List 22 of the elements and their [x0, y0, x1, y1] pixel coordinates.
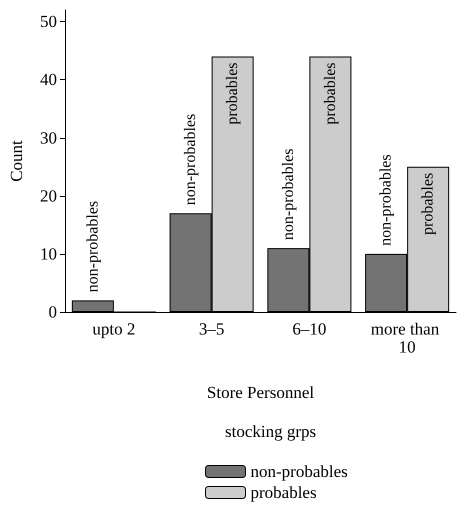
text: probables [322, 62, 339, 125]
y-tick-label: 50 [40, 12, 57, 32]
text: probables [420, 172, 437, 236]
x-tick-label: upto 2 [92, 320, 136, 338]
text: non-probables [378, 154, 395, 246]
text: non-probables [84, 200, 102, 292]
text: probables [224, 62, 242, 125]
y-tick-label: 10 [40, 244, 57, 264]
y-axis-title: Count [7, 140, 26, 182]
legend-label: probables [250, 483, 317, 502]
y-tick-label: 0 [48, 302, 57, 322]
x-tick-label: 3–5 [198, 320, 224, 338]
x-tick-label: more than 10 [370, 320, 444, 356]
y-tick-label: 20 [40, 186, 57, 206]
y-tick-label: 30 [40, 128, 57, 148]
text: non-probables [280, 148, 297, 240]
x-tick-label: 6–10 [292, 320, 326, 338]
x-axis-title: Store Personnel [206, 383, 314, 402]
text: non-probables [182, 114, 200, 206]
legend-title: stocking grps [225, 422, 316, 441]
legend-label: non-probables [250, 462, 348, 481]
y-tick-label: 40 [40, 70, 57, 90]
